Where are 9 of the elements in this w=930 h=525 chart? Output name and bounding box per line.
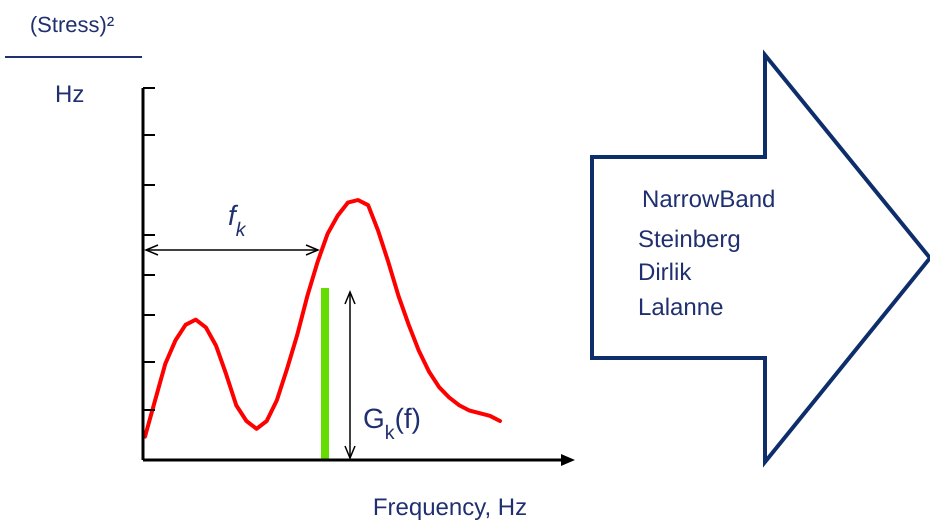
annotation: f$_{k}$ — [228, 200, 247, 241]
text: NarrowBand — [642, 186, 776, 213]
text: Hz — [55, 81, 84, 108]
x-axis-title: Frequency, Hz — [372, 494, 528, 521]
text: (Stress)² — [30, 12, 114, 37]
text: Lalanne — [638, 294, 724, 321]
annotation: G$_{k}$(f) — [363, 403, 422, 444]
text: Steinberg — [638, 226, 741, 253]
text: Dirlik — [638, 259, 692, 286]
